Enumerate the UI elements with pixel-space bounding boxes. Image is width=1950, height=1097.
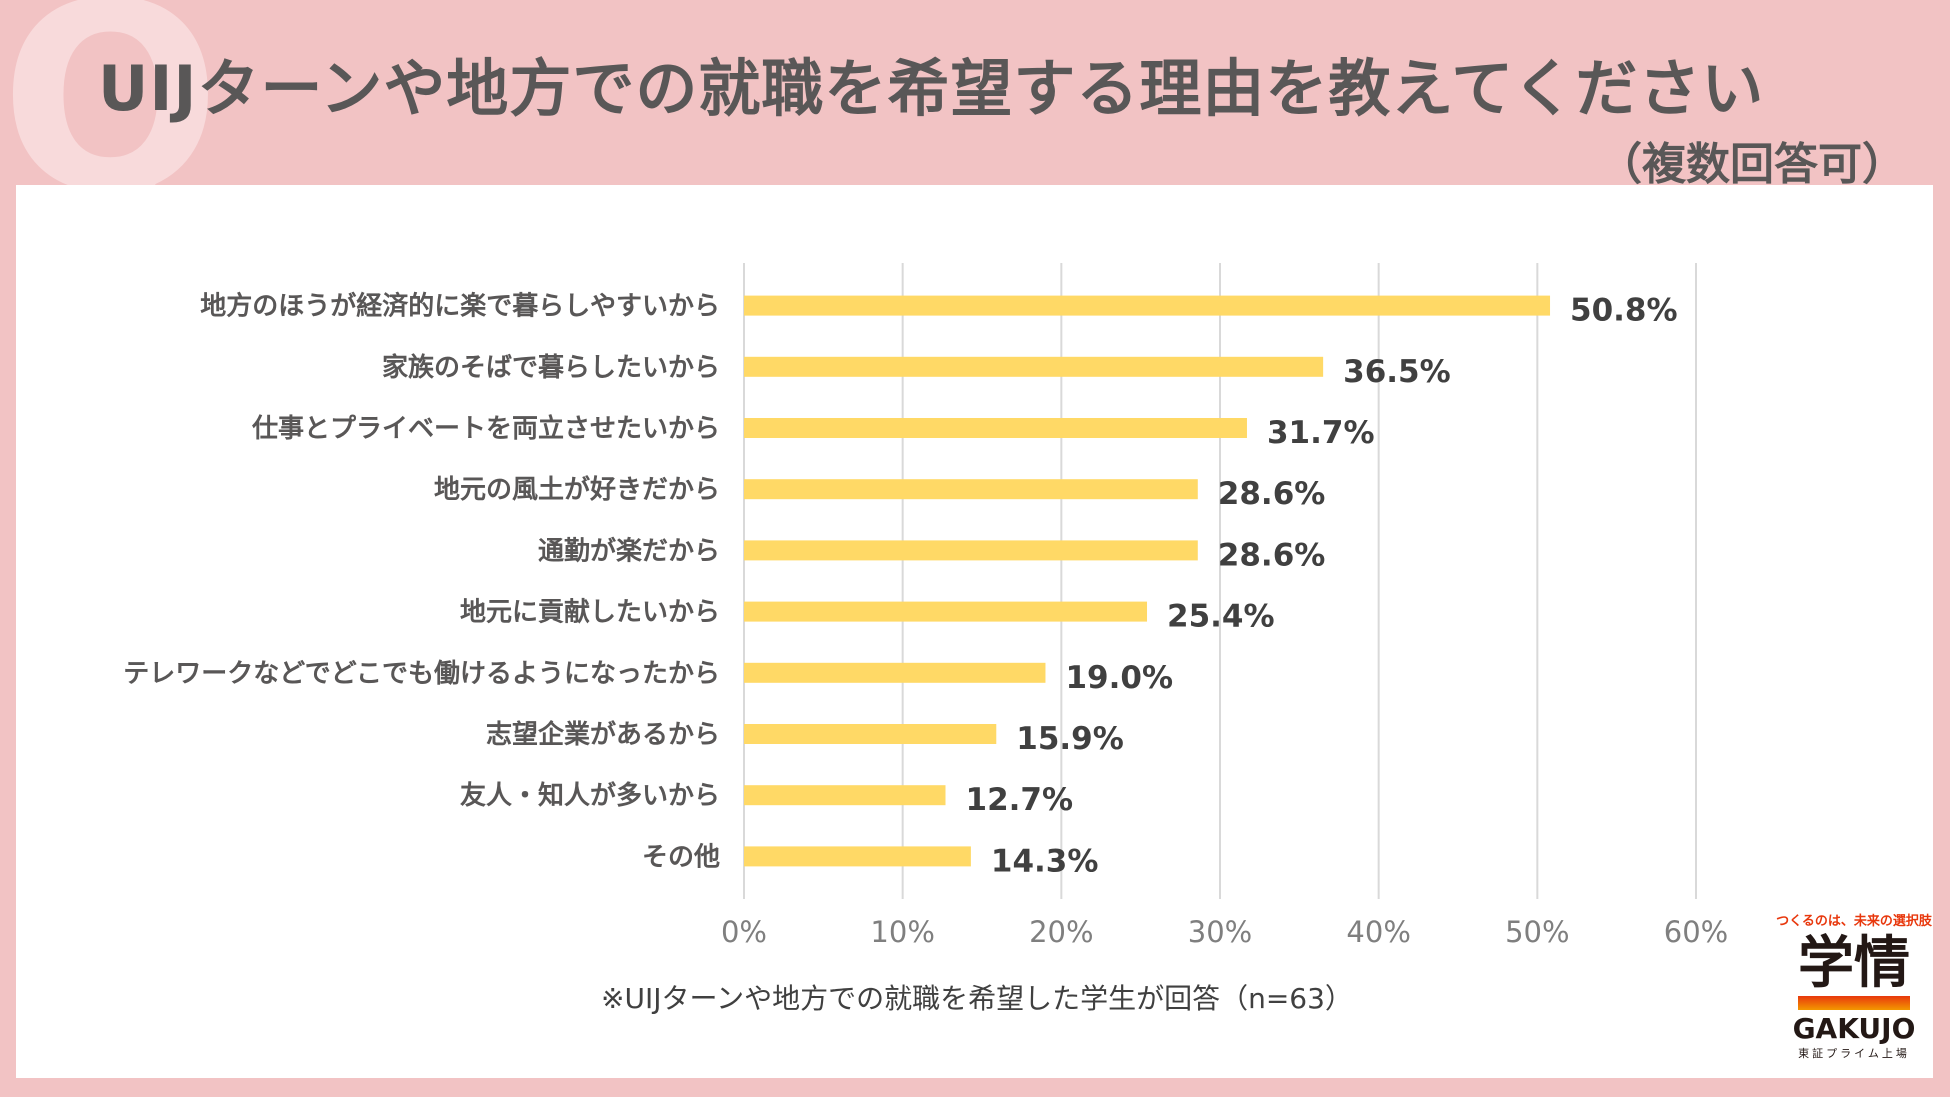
gakujo-logo: つくるのは、未来の選択肢 学情 GAKUJO 東証プライム上場 — [1774, 910, 1934, 1061]
category-label: 仕事とプライベートを両立させたいから — [251, 413, 720, 444]
category-label: 友人・知人が多いから — [460, 780, 720, 811]
category-label: 通勤が楽だから — [538, 535, 720, 566]
bar — [744, 356, 1324, 377]
footnote: ※UIJターンや地方での就職を希望した学生が回答（n=63） — [601, 982, 1353, 1015]
category-label: その他 — [642, 842, 720, 872]
value-label: 19.0% — [1065, 660, 1173, 696]
x-tick-label: 40% — [1346, 915, 1410, 949]
logo-bar — [1798, 995, 1910, 1010]
bar — [744, 295, 1551, 316]
x-tick-label: 20% — [1029, 915, 1093, 949]
value-label: 12.7% — [966, 782, 1074, 818]
logo-name-en: GAKUJO — [1792, 1011, 1916, 1045]
x-tick-label: 30% — [1188, 915, 1252, 949]
x-tick-label: 0% — [721, 915, 767, 949]
category-label: 志望企業があるから — [486, 719, 720, 750]
value-label: 14.3% — [991, 843, 1099, 879]
category-label: 地方のほうが経済的に楽で暮らしやすいから — [200, 291, 720, 322]
bar — [744, 662, 1046, 683]
value-label: 28.6% — [1218, 476, 1326, 512]
logo-tagline: つくるのは、未来の選択肢 — [1776, 914, 1932, 929]
value-label: 15.9% — [1016, 721, 1124, 757]
category-label: 家族のそばで暮らしたいから — [382, 352, 720, 383]
value-label: 25.4% — [1167, 599, 1275, 635]
bar — [744, 479, 1198, 500]
page-title: UIJターンや地方での就職を希望する理由を教えてください — [98, 52, 1765, 125]
logo-name-jp: 学情 — [1798, 931, 1910, 996]
value-label: 31.7% — [1267, 415, 1375, 451]
chart-panel: 0% 10% 20% 30% 40% 50% 60% 地方のほうが経済的に楽で暮らしやすいから… — [16, 185, 1933, 1078]
bar — [744, 724, 997, 744]
value-label: 28.6% — [1218, 537, 1326, 573]
bar — [744, 540, 1198, 561]
bar — [744, 785, 946, 806]
x-tick-label: 50% — [1505, 915, 1569, 949]
category-label: テレワークなどでどこでも働けるようになったから — [123, 659, 720, 689]
bar — [744, 418, 1247, 438]
value-label: 50.8% — [1570, 293, 1678, 329]
x-tick-label: 60% — [1664, 915, 1728, 949]
bar — [744, 601, 1148, 622]
x-tick-label: 10% — [870, 915, 934, 949]
category-label: 地元に貢献したいから — [460, 598, 720, 628]
value-label: 36.5% — [1343, 354, 1451, 390]
category-label: 地元の風土が好きだから — [434, 474, 720, 505]
logo-subtext: 東証プライム上場 — [1798, 1046, 1910, 1060]
page-subtitle: （複数回答可） — [1598, 139, 1906, 190]
bar — [744, 846, 971, 867]
bar-chart: 0% 10% 20% 30% 40% 50% 60% 地方のほうが経済的に楽で暮らしやすいから… — [123, 263, 1728, 949]
